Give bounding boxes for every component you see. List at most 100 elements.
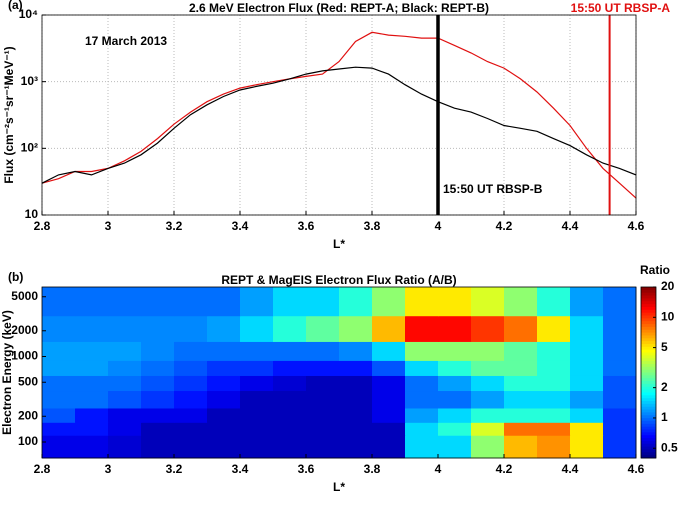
heatmap-cell bbox=[273, 407, 307, 423]
colorbar-label: Ratio bbox=[640, 263, 670, 277]
heatmap-cell bbox=[537, 375, 571, 392]
colorbar-segment bbox=[641, 418, 656, 422]
colorbar-segment bbox=[641, 412, 656, 416]
heatmap-cell bbox=[42, 390, 76, 409]
heatmap-cell bbox=[174, 341, 208, 361]
colorbar-segment bbox=[641, 301, 656, 305]
heatmap-cell bbox=[273, 375, 307, 392]
heatmap-cell bbox=[438, 341, 472, 361]
heatmap-cell bbox=[75, 341, 109, 361]
annotation: 17 March 2013 bbox=[85, 34, 167, 48]
heatmap-cell bbox=[339, 375, 373, 392]
heatmap-cell bbox=[504, 407, 538, 423]
colorbar-segment bbox=[641, 346, 656, 351]
colorbar-segment bbox=[641, 349, 656, 354]
heatmap-cell bbox=[75, 435, 109, 459]
x-tick-label: 4.4 bbox=[562, 219, 579, 233]
colorbar-segment bbox=[641, 355, 656, 359]
colorbar-segment bbox=[641, 292, 656, 297]
colorbar-tick-label: 20 bbox=[661, 279, 675, 293]
heatmap-cell bbox=[504, 435, 538, 459]
colorbar-segment bbox=[641, 401, 656, 405]
heatmap-cell bbox=[75, 315, 109, 342]
heatmap-cell bbox=[603, 341, 637, 361]
colorbar-segment bbox=[641, 383, 656, 388]
heatmap-cell bbox=[108, 407, 142, 423]
heatmap-cell bbox=[174, 407, 208, 423]
heatmap-cell bbox=[42, 375, 76, 392]
heatmap-cell bbox=[372, 287, 406, 317]
heatmap-cell bbox=[438, 435, 472, 459]
colorbar-segment bbox=[641, 375, 656, 379]
colorbar-segment bbox=[641, 452, 656, 456]
colorbar-segment bbox=[641, 378, 656, 382]
heatmap-cell bbox=[240, 375, 274, 392]
colorbar-segment bbox=[641, 352, 656, 356]
colorbar-segment bbox=[641, 440, 656, 445]
marker-label: 15:50 UT RBSP-B bbox=[443, 182, 543, 196]
heatmap-cell bbox=[306, 375, 340, 392]
colorbar-segment bbox=[641, 432, 656, 436]
heatmap-cell bbox=[75, 422, 109, 436]
panel-label: (a) bbox=[8, 0, 23, 12]
colorbar-segment bbox=[641, 369, 656, 373]
colorbar-segment bbox=[641, 435, 656, 439]
heatmap-cell bbox=[108, 287, 142, 317]
heatmap-cell bbox=[207, 315, 241, 342]
heatmap-cell bbox=[339, 407, 373, 423]
heatmap-cell bbox=[75, 360, 109, 376]
heatmap-cell bbox=[240, 287, 274, 317]
heatmap-cell bbox=[207, 390, 241, 409]
heatmap-cell bbox=[471, 407, 505, 423]
colorbar-segment bbox=[641, 289, 656, 294]
x-tick-label: 4 bbox=[435, 219, 442, 233]
colorbar-segment bbox=[641, 295, 656, 299]
x-tick-label: 3 bbox=[105, 462, 112, 476]
colorbar-segment bbox=[641, 309, 656, 314]
heatmap-cell bbox=[471, 315, 505, 342]
heatmap-cell bbox=[141, 360, 175, 376]
heatmap-cell bbox=[603, 422, 637, 436]
heatmap-cell bbox=[108, 435, 142, 459]
colorbar-segment bbox=[641, 381, 656, 385]
chart-title: 2.6 MeV Electron Flux (Red: REPT-A; Blac… bbox=[189, 1, 489, 15]
heatmap-cell bbox=[42, 360, 76, 376]
heatmap-cell bbox=[141, 435, 175, 459]
colorbar-segment bbox=[641, 386, 656, 391]
heatmap-cell bbox=[108, 375, 142, 392]
y-tick-label: 500 bbox=[18, 374, 38, 388]
colorbar-segment bbox=[641, 398, 656, 402]
x-tick-label: 3.2 bbox=[166, 219, 183, 233]
heatmap-cell bbox=[273, 287, 307, 317]
heatmap-cell bbox=[108, 360, 142, 376]
colorbar-segment bbox=[641, 449, 656, 453]
heatmap-cell bbox=[603, 287, 637, 317]
heatmap-cell bbox=[174, 375, 208, 392]
heatmap-cell bbox=[240, 422, 274, 436]
x-tick-label: 3.4 bbox=[232, 462, 249, 476]
colorbar-segment bbox=[641, 426, 656, 430]
heatmap-cell bbox=[273, 341, 307, 361]
heatmap-cell bbox=[306, 390, 340, 409]
heatmap-cell bbox=[207, 287, 241, 317]
y-tick-label: 5000 bbox=[11, 289, 38, 303]
x-tick-label: 3.6 bbox=[298, 219, 315, 233]
heatmap-cell bbox=[141, 341, 175, 361]
x-tick-label: 4.6 bbox=[628, 219, 645, 233]
heatmap-cell bbox=[537, 360, 571, 376]
colorbar-segment bbox=[641, 392, 656, 396]
heatmap-cell bbox=[603, 390, 637, 409]
colorbar-frame bbox=[640, 286, 657, 459]
heatmap-cell bbox=[174, 315, 208, 342]
heatmap-cell bbox=[405, 390, 439, 409]
heatmap-cell bbox=[108, 390, 142, 409]
heatmap-cell bbox=[537, 341, 571, 361]
heatmap-cell bbox=[603, 375, 637, 392]
series-line bbox=[41, 31, 637, 199]
colorbar-segment bbox=[641, 329, 656, 334]
heatmap-cell bbox=[471, 341, 505, 361]
colorbar-segment bbox=[641, 344, 656, 348]
heatmap-cell bbox=[207, 375, 241, 392]
heatmap-cell bbox=[471, 360, 505, 376]
x-tick-label: 4.6 bbox=[628, 462, 645, 476]
